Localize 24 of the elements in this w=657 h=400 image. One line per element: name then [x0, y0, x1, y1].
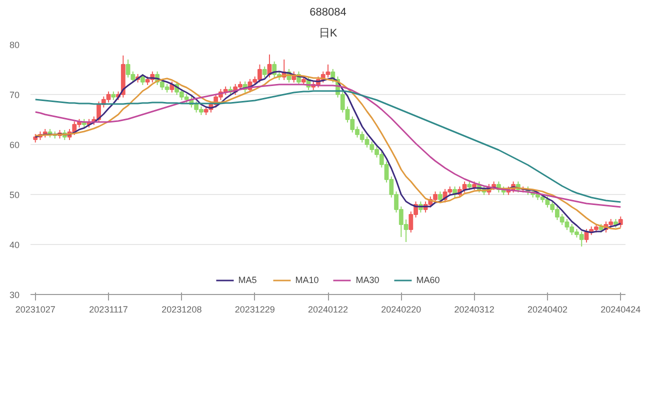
- x-tick-label: 20240402: [527, 304, 568, 314]
- x-tick-label: 20240424: [600, 304, 641, 314]
- chart-subtitle: 日K: [318, 28, 338, 40]
- candlestick: [262, 66, 267, 78]
- candlestick: [140, 74, 145, 86]
- x-tick-label: 20231117: [89, 304, 128, 314]
- y-tick-label: 50: [9, 190, 20, 200]
- x-tick-label: 20231027: [15, 304, 56, 314]
- legend-label: MA5: [238, 275, 258, 285]
- y-tick-label: 70: [9, 90, 20, 100]
- x-tick-label: 20231208: [162, 304, 202, 314]
- legend-label: MA30: [356, 275, 380, 285]
- chart-title: 688084: [310, 6, 346, 18]
- legend-label: MA60: [416, 275, 440, 285]
- x-tick-label: 20231229: [234, 304, 275, 314]
- x-tick-label: 20240220: [381, 304, 422, 314]
- y-tick-label: 30: [9, 290, 20, 300]
- y-tick-label: 60: [9, 140, 20, 150]
- y-tick-label: 80: [9, 40, 20, 50]
- x-tick-label: 20240312: [454, 304, 494, 314]
- legend-label: MA10: [295, 275, 319, 285]
- y-tick-label: 40: [9, 240, 20, 250]
- x-tick-label: 20240122: [308, 304, 348, 314]
- candlestick: [618, 216, 623, 228]
